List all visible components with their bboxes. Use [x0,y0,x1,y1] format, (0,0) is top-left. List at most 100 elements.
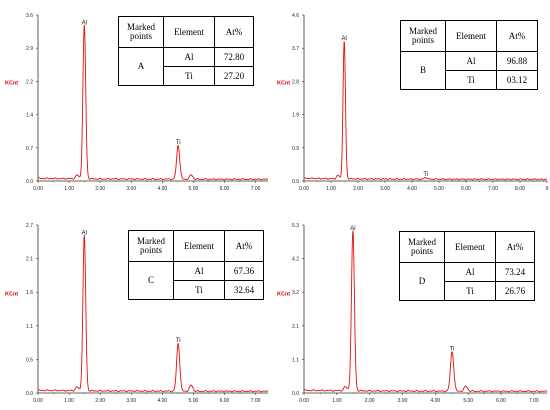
composition-table-a: Marked points Element At% A Al 72.80 Ti … [118,16,254,86]
x-tick-label: 8.00 [515,186,525,192]
x-tick-label: 2.00 [95,186,105,192]
element-cell: Ti [163,66,215,86]
x-tick-label: 9 [546,186,549,192]
spectrum-panel-d: 0.0 1.1 2.1 3.2 4.2 5.3 KCnt 0.00 1.00 2.00 3.00 4.… [275,210,550,410]
header-at-percent: At% [496,20,538,52]
y-tick-label: 3.6 [26,13,33,19]
at-percent-cell: 27.20 [214,66,254,86]
peak-label-al: Al [82,230,87,236]
header-at-percent: At% [495,231,535,263]
x-tick-label: 5.00 [463,398,473,404]
x-tick-label: 1.00 [332,398,342,404]
header-at-percent: At% [214,16,254,48]
y-tick-label: 1.1 [26,324,33,330]
header-marked-points: Marked points [399,231,445,263]
y-tick-label: 5.3 [292,223,299,229]
y-tick-label: 3.7 [292,46,299,52]
y-tick-label: 0.0 [26,179,33,185]
x-tick-label: 2.00 [365,398,375,404]
element-cell: Al [445,51,497,71]
x-tick-label: 1.00 [64,398,74,404]
at-percent-cell: 26.76 [495,281,535,301]
peak-label-ti: Ti [176,338,181,344]
peak-label-ti: Ti [423,172,428,178]
y-axis-unit-label: KCnt [5,292,18,298]
y-tick-label: 0.9 [292,146,299,152]
x-tick-label: 5.00 [189,398,199,404]
peak-label-al: Al [82,20,87,26]
x-tick-label: 4.00 [407,186,417,192]
marked-point-label: B [400,51,446,90]
x-tick-label: 0.00 [299,186,309,192]
x-tick-label: 7.00 [488,186,498,192]
x-tick-label: 3.00 [380,186,390,192]
x-tick-label: 5.00 [434,186,444,192]
at-percent-cell: 67.36 [224,261,264,281]
element-cell: Al [173,261,225,281]
spectrum-line [37,234,269,393]
header-marked-points: Marked points [118,16,164,48]
x-tick-label: 6.00 [461,186,471,192]
y-tick-label: 2.7 [26,223,33,229]
x-tick-label: 1.00 [326,186,336,192]
x-tick-label: 2.00 [95,398,105,404]
x-tick-label: 0.00 [33,398,43,404]
peak-label-al: Al [350,226,355,232]
marked-point-label: D [399,262,445,301]
composition-table-b: Marked points Element At% B Al 96.88 Ti … [400,20,538,90]
x-tick-label: 7.00 [251,398,261,404]
header-marked-points: Marked points [400,20,446,52]
x-tick-label: 6.00 [496,398,506,404]
x-tick-label: 6.00 [220,186,230,192]
x-tick-label: 7.00 [529,398,539,404]
x-tick-label: 3.00 [126,186,136,192]
x-tick-label: 4.00 [157,186,167,192]
x-tick-label: 3.00 [126,398,136,404]
at-percent-cell: 72.80 [214,47,254,67]
y-tick-label: 0.5 [26,357,33,363]
marked-point-label: C [128,261,174,300]
x-tick-label: 4.00 [157,398,167,404]
x-tick-label: 1.00 [64,186,74,192]
y-tick-label: 2.8 [292,79,299,85]
x-tick-label: 5.00 [189,186,199,192]
y-tick-label: 0.7 [26,146,33,152]
element-cell: Ti [444,281,496,301]
x-tick-label: 4.00 [430,398,440,404]
spectrum-chart-c: 0.0 0.5 1.1 1.6 2.1 2.7 KCnt 0.00 1.00 2.00 3.00 4.… [5,223,269,404]
spectrum-line [37,24,269,181]
spectrum-line [303,230,548,393]
composition-table-c: Marked points Element At% C Al 67.36 Ti … [128,230,264,300]
spectrum-panel-a: 0.0 0.7 1.4 2.2 2.9 3.6 KCnt 0.00 1.00 2.00 3.00 4.… [0,0,272,200]
header-element: Element [173,230,225,262]
at-percent-cell: 96.88 [496,51,538,71]
y-tick-label: 3.2 [292,290,299,296]
x-tick-label: 0.00 [299,398,309,404]
at-percent-cell: 73.24 [495,262,535,282]
element-cell: Al [163,47,215,67]
header-element: Element [163,16,215,48]
y-tick-label: 0.0 [292,179,299,185]
x-tick-label: 3.00 [398,398,408,404]
x-tick-label: 6.00 [220,398,230,404]
y-tick-label: 1.4 [26,113,33,119]
x-tick-label: 7.00 [251,186,261,192]
y-tick-label: 2.1 [26,257,33,263]
y-tick-label: 4.2 [292,257,299,263]
header-element: Element [444,231,496,263]
y-axis-unit-label: KCnt [277,81,290,87]
y-axis-unit-label: KCnt [5,81,18,87]
spectrum-chart-b: 0.0 0.9 1.9 2.8 3.7 4.6 KCnt 0.00 1.00 2.00 3.00 4.… [277,13,549,192]
y-tick-label: 2.2 [26,79,33,85]
y-tick-label: 1.1 [292,357,299,363]
header-marked-points: Marked points [128,230,174,262]
y-tick-label: 2.1 [292,324,299,330]
x-tick-label: 2.00 [353,186,363,192]
y-tick-label: 1.9 [292,113,299,119]
header-element: Element [445,20,497,52]
y-tick-label: 1.6 [26,290,33,296]
spectrum-chart-d: 0.0 1.1 2.1 3.2 4.2 5.3 KCnt 0.00 1.00 2.00 3.00 4.… [277,223,548,404]
spectrum-panel-b: 0.0 0.9 1.9 2.8 3.7 4.6 KCnt 0.00 1.00 2.00 3.00 4.… [275,0,550,200]
y-axis-unit-label: KCnt [277,292,290,298]
spectrum-chart-a: 0.0 0.7 1.4 2.2 2.9 3.6 KCnt 0.00 1.00 2.00 3.00 4.… [5,13,269,192]
